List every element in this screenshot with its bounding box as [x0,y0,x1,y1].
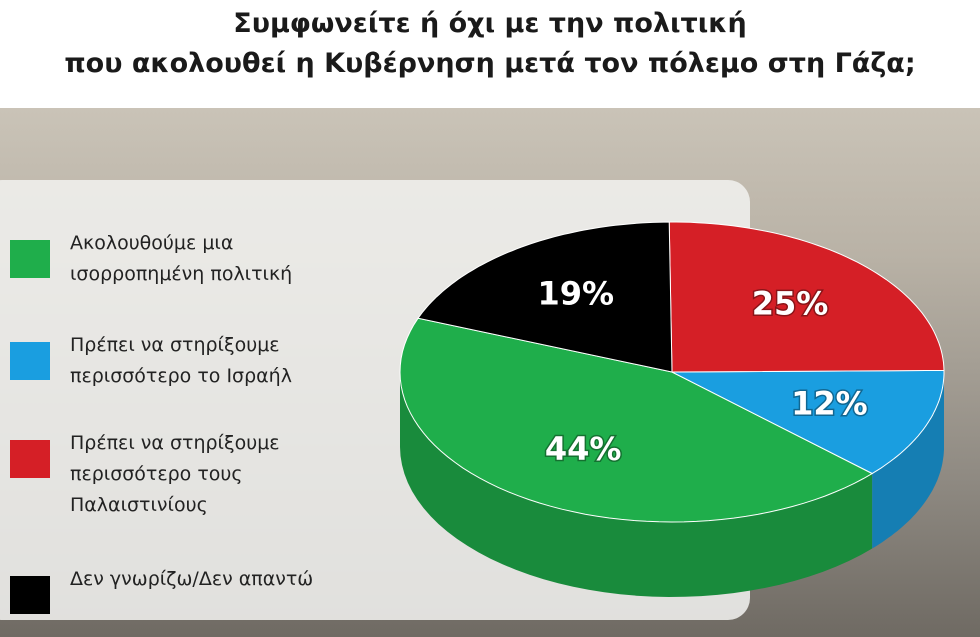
legend-swatch [10,240,50,278]
data-label: 44% [545,430,622,468]
legend-label: Δεν γνωρίζω/Δεν απαντώ [70,568,314,590]
slice [417,221,673,373]
chart-title: που ακολουθεί η Κυβέρνηση μετά τον πόλεμ… [64,48,916,79]
slice [668,221,945,373]
data-label: 12% [791,384,868,422]
legend-swatch [10,440,50,478]
slice [399,317,874,523]
legend-label: Πρέπει να στηρίξουμε περισσότερο το Ισρα… [70,334,292,387]
data-label: 25% [752,285,829,323]
slice [671,369,945,475]
legend-swatch [10,576,50,614]
legend-label: Ακολουθούμε μια ισορροπημένη πολιτική [70,232,293,285]
legend-swatch [10,342,50,380]
header: Συμφωνείτε ή όχι με την πολιτική που ακο… [0,0,980,108]
slice-side [400,372,873,597]
slice-side [872,372,944,549]
chart-title: Συμφωνείτε ή όχι με την πολιτική [233,8,747,39]
legend-label: Πρέπει να στηρίξουμε περισσότερο τους Πα… [70,432,280,516]
data-label: 19% [537,275,614,313]
